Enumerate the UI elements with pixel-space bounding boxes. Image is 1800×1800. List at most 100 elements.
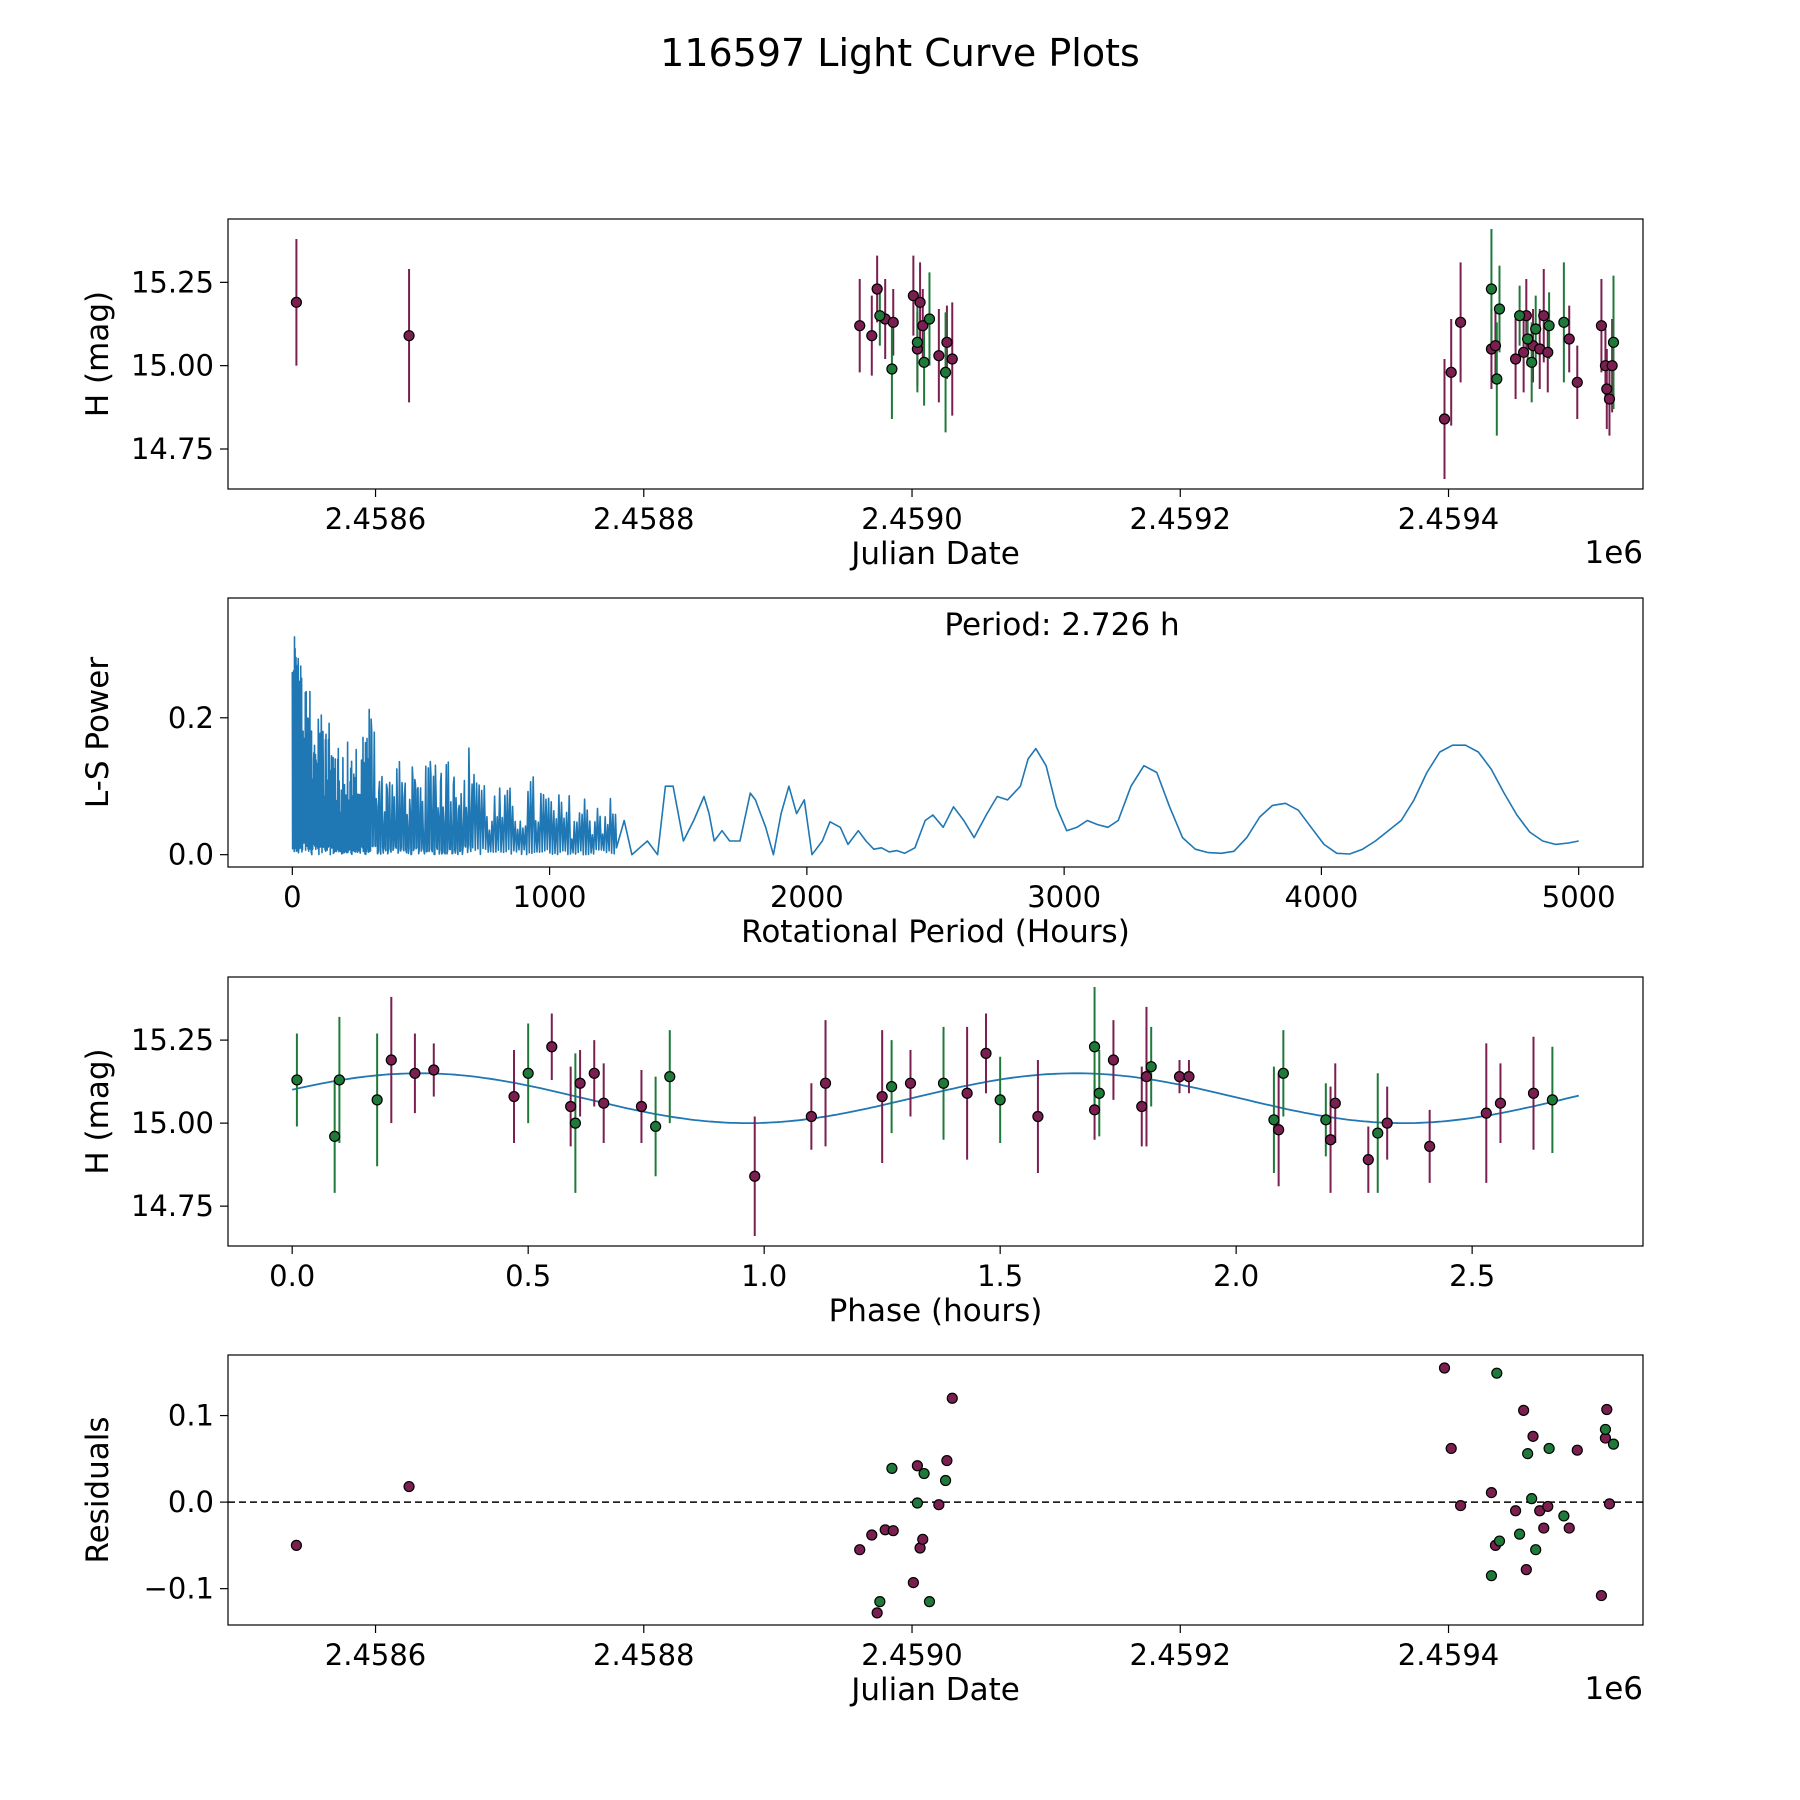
y-axis-label: Residuals [80, 1416, 116, 1563]
purple-data-point [1324, 1134, 1337, 1146]
purple-data-point [1445, 1442, 1457, 1455]
purple-data-point [1509, 353, 1522, 365]
x-tick-label: 2.4588 [593, 1638, 694, 1672]
purple-data-point [1485, 1486, 1498, 1499]
purple-data-point [1563, 1522, 1575, 1534]
purple-data-point [933, 350, 945, 362]
purple-data-point [1563, 333, 1575, 345]
green-data-point [886, 363, 898, 375]
purple-data-point [961, 1087, 973, 1099]
green-data-point [874, 310, 886, 322]
purple-data-point [508, 1090, 520, 1103]
green-data-point [1145, 1061, 1157, 1073]
x-tick-label: 2.4586 [325, 502, 426, 536]
purple-data-point [290, 1539, 303, 1551]
x-tick-label: 1.0 [741, 1259, 787, 1293]
plot-frame [227, 976, 1644, 1247]
purple-data-point [854, 320, 866, 332]
purple-data-point [428, 1064, 440, 1076]
y-tick-label: 15.25 [131, 265, 214, 299]
purple-data-point [871, 283, 883, 295]
x-tick-label: 3000 [1027, 880, 1101, 914]
green-data-point [1530, 1544, 1542, 1556]
purple-data-point [1438, 1362, 1451, 1374]
x-tick-label: 2.4592 [1130, 502, 1231, 536]
green-data-point [886, 1462, 898, 1474]
purple-data-point [1454, 316, 1467, 328]
purple-data-point [914, 296, 926, 308]
green-data-point [329, 1130, 341, 1143]
green-data-point [1485, 1570, 1498, 1582]
green-data-point [911, 336, 923, 348]
purple-data-point [1140, 1071, 1153, 1083]
green-data-point [1543, 1442, 1555, 1455]
green-data-point [1558, 316, 1570, 328]
x-tick-label: 2.4590 [861, 502, 962, 536]
purple-data-point [917, 1533, 929, 1545]
green-data-point [333, 1074, 345, 1086]
purple-data-point [1518, 346, 1530, 358]
purple-data-point [1107, 1054, 1120, 1066]
light-curve-panel: 2.4586 2.4588 2.4590 2.4592 2.4594 14.75 15.00… [80, 218, 1644, 572]
purple-data-point [1601, 1403, 1613, 1416]
y-axis-label: L-S Power [80, 657, 116, 808]
purple-data-point [941, 1454, 953, 1467]
green-data-point [1093, 1087, 1105, 1099]
x-tick-label: 2.4594 [1398, 1638, 1499, 1672]
x-tick-label: 2.4588 [593, 502, 694, 536]
purple-data-point [1273, 1124, 1285, 1136]
x-tick-label: 2.4592 [1130, 1638, 1231, 1672]
x-tick-label: 1000 [513, 880, 587, 914]
purple-data-point [409, 1067, 421, 1079]
green-data-point [1530, 323, 1542, 335]
purple-data-point [1571, 376, 1583, 388]
y-tick-label: 0.0 [168, 838, 214, 872]
purple-data-point [907, 1576, 919, 1589]
phase-folded-panel: 0.0 0.5 1.0 1.5 2.0 2.5 14.75 15.00 15.25 Phase (… [80, 976, 1644, 1329]
purple-data-point [854, 1544, 866, 1556]
purple-data-point [1183, 1071, 1195, 1083]
purple-data-point [574, 1077, 586, 1089]
purple-data-point [1571, 1444, 1583, 1456]
green-data-point [1268, 1114, 1280, 1126]
purple-data-point [1329, 1097, 1341, 1109]
x-tick-label: 2.4590 [861, 1638, 962, 1672]
green-data-point [291, 1074, 303, 1086]
y-tick-label: 0.1 [168, 1399, 214, 1433]
green-data-point [569, 1117, 581, 1129]
green-data-point [918, 356, 930, 368]
x-offset-text: 1e6 [1584, 1671, 1643, 1707]
purple-data-point [1527, 1430, 1539, 1442]
purple-data-point [1381, 1117, 1393, 1129]
purple-data-point [1542, 1500, 1554, 1513]
y-axis-label: H (mag) [80, 291, 116, 417]
purple-data-point [1445, 366, 1457, 378]
purple-data-point [907, 290, 919, 302]
green-data-point [1493, 1535, 1506, 1547]
purple-data-point [866, 1529, 878, 1541]
periodogram-panel: 0 1000 2000 3000 4000 5000 0.0 0.2 Rotational Pe… [80, 597, 1644, 950]
x-tick-label: 5000 [1542, 880, 1616, 914]
green-data-point [994, 1094, 1006, 1106]
green-data-point [1543, 320, 1555, 332]
purple-data-point [1494, 1097, 1507, 1109]
purple-data-point [403, 330, 415, 342]
purple-data-point [866, 330, 878, 342]
x-axis-label: Julian Date [849, 536, 1020, 572]
purple-data-point [565, 1100, 577, 1113]
purple-data-point [1520, 1564, 1532, 1576]
green-data-point [923, 1596, 936, 1608]
x-tick-label: 4000 [1285, 880, 1359, 914]
x-tick-label: 2000 [770, 880, 844, 914]
purple-data-point [749, 1170, 761, 1182]
y-tick-label: 0.0 [168, 1485, 214, 1519]
plot-frame [227, 1354, 1644, 1626]
green-data-point [918, 1467, 930, 1480]
model-fit-line [291, 1072, 1580, 1124]
x-tick-label: 2.4594 [1398, 502, 1499, 536]
green-data-point [1526, 1493, 1538, 1505]
purple-data-point [911, 1460, 923, 1472]
purple-data-point [946, 353, 958, 365]
purple-data-point [887, 1525, 899, 1537]
green-data-point [1546, 1094, 1558, 1106]
